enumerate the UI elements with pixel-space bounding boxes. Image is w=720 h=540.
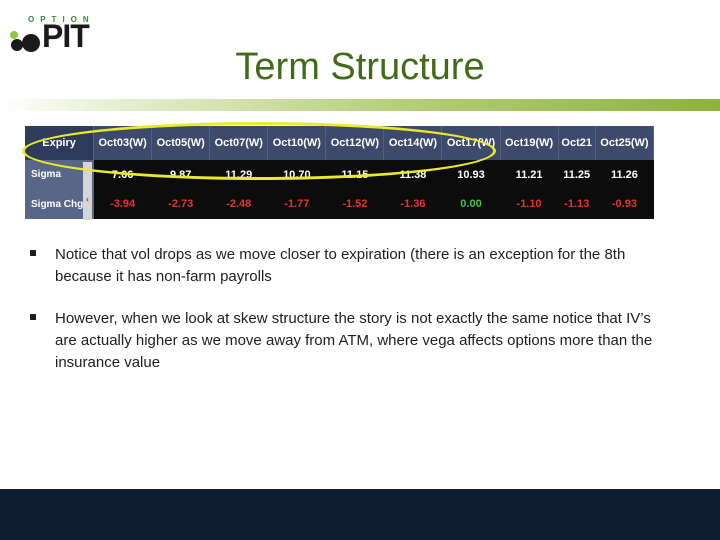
table-cell: 11.26 xyxy=(595,160,654,189)
table-cell: 11.25 xyxy=(558,160,596,189)
table-cell: -1.77 xyxy=(267,189,326,219)
bullet-square-icon xyxy=(30,314,36,320)
table-scrollbar[interactable] xyxy=(83,162,92,220)
bullet-text: However, when we look at skew structure … xyxy=(55,310,653,371)
table-cell: -3.94 xyxy=(93,189,152,219)
chevron-left-icon[interactable]: ‹ xyxy=(86,194,89,204)
list-item: Notice that vol drops as we move closer … xyxy=(30,244,660,288)
logo-top-text: OPTION xyxy=(28,15,95,24)
header-cell: Oct19(W) xyxy=(500,126,559,160)
bullet-square-icon xyxy=(30,250,36,256)
header-cell: Oct25(W) xyxy=(595,126,655,160)
footer-bar xyxy=(0,489,720,540)
slide-title: Term Structure xyxy=(235,46,485,88)
table-cell: 0.00 xyxy=(441,189,501,219)
header-cell: Oct21 xyxy=(558,126,596,160)
row-label: Sigma Chg xyxy=(25,189,94,219)
logo-main-text: PIT xyxy=(42,18,90,54)
table-cell: 11.21 xyxy=(500,160,559,189)
table-cell: -1.10 xyxy=(500,189,559,219)
bullet-list: Notice that vol drops as we move closer … xyxy=(30,244,660,394)
bullet-text: Notice that vol drops as we move closer … xyxy=(55,246,626,285)
table-cell: -0.93 xyxy=(595,189,654,219)
highlight-ellipse xyxy=(22,122,496,180)
table-cell: -2.73 xyxy=(151,189,210,219)
list-item: However, when we look at skew structure … xyxy=(30,308,660,374)
option-pit-logo: OPTION PIT xyxy=(8,14,108,54)
table-cell: -1.13 xyxy=(558,189,596,219)
logo-dots-icon xyxy=(8,28,42,52)
table-cell: -1.52 xyxy=(325,189,384,219)
title-rule xyxy=(0,99,720,111)
sigma-chg-row: Sigma Chg -3.94 -2.73 -2.48 -1.77 -1.52 … xyxy=(25,189,654,219)
table-cell: -1.36 xyxy=(383,189,442,219)
table-cell: -2.48 xyxy=(209,189,268,219)
